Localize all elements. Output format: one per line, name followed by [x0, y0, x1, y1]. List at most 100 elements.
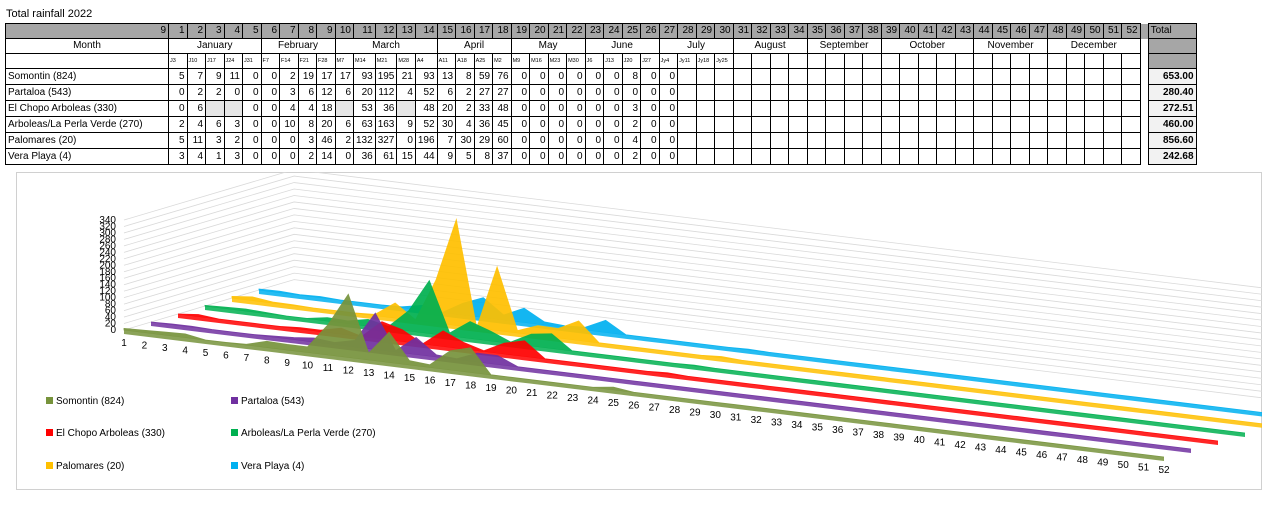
rainfall-value-cell: 0	[242, 84, 262, 101]
date-label-cell	[899, 53, 919, 69]
rainfall-value-cell	[991, 68, 1012, 85]
rainfall-value-cell	[991, 116, 1012, 133]
week-number-cell: 37	[843, 23, 864, 39]
week-number-cell: 22	[566, 23, 586, 39]
x-tick-label: 9	[284, 358, 290, 369]
rainfall-value-cell: 52	[414, 84, 438, 101]
x-tick-label: 7	[244, 353, 250, 364]
rainfall-value-cell	[1010, 84, 1030, 101]
rainfall-value-cell	[954, 132, 975, 149]
rainfall-value-cell	[695, 100, 716, 117]
rainfall-value-cell: 17	[334, 68, 354, 85]
legend-item: Partaloa (543)	[231, 396, 304, 407]
rainfall-value-cell	[954, 116, 975, 133]
rainfall-value-cell: 0	[640, 84, 660, 101]
rainfall-value-cell	[862, 68, 882, 85]
rainfall-value-cell	[880, 148, 901, 165]
rainfall-value-cell	[1028, 100, 1049, 117]
legend-swatch	[231, 429, 238, 436]
gridline	[123, 195, 1262, 315]
date-label-cell	[991, 53, 1012, 69]
rainfall-value-cell	[751, 132, 771, 149]
rainfall-value-cell: 0	[242, 132, 262, 149]
rainfall-value-cell	[1084, 116, 1104, 133]
rainfall-value-cell	[880, 116, 901, 133]
rainfall-value-cell	[695, 132, 716, 149]
date-label-cell: J10	[186, 53, 206, 69]
date-label-cell	[880, 53, 901, 69]
rainfall-value-cell	[714, 116, 734, 133]
rainfall-value-cell: 8	[297, 116, 317, 133]
series-area	[123, 293, 1165, 461]
station-name: Palomares (20)	[5, 132, 169, 149]
week-number-cell: 30	[714, 23, 734, 39]
date-label-cell	[1047, 53, 1067, 69]
rainfall-value-cell	[695, 68, 716, 85]
table-row: El Chopo Arboleas (330) 0 6 0 0 4 4 18 53 36 48 20 2…	[5, 100, 1197, 117]
rainfall-value-cell	[936, 84, 956, 101]
date-label-cell	[1065, 53, 1086, 69]
date-label-cell: Jy25	[714, 53, 734, 69]
series-area	[150, 312, 1192, 453]
rainfall-value-cell: 0	[260, 148, 280, 165]
week-number-cell: 17	[473, 23, 494, 39]
x-tick-label: 24	[587, 395, 599, 406]
x-tick-label: 43	[975, 443, 987, 454]
station-total: 460.00	[1147, 116, 1197, 133]
gridline	[123, 201, 1262, 321]
rainfall-value-cell: 0	[603, 132, 623, 149]
spacer-cell	[1140, 84, 1149, 101]
x-tick-label: 51	[1138, 463, 1150, 474]
rainfall-value-cell	[806, 84, 827, 101]
week-number-cell: 12	[374, 23, 398, 39]
week-number-cell: 10	[334, 23, 354, 39]
rainfall-value-cell	[936, 148, 956, 165]
series-area-fill	[204, 279, 1246, 434]
date-label-cell: J20	[621, 53, 642, 69]
rainfall-value-cell	[769, 132, 790, 149]
week-number-cell: 1	[168, 23, 188, 39]
rainfall-value-cell: 0	[658, 100, 679, 117]
spacer-cell	[1140, 68, 1149, 85]
week-number-cell: 15	[436, 23, 457, 39]
station-total: 242.68	[1147, 148, 1197, 165]
week-number-cell: 50	[1084, 23, 1104, 39]
rainfall-value-cell	[677, 68, 697, 85]
week-number-cell: 32	[751, 23, 771, 39]
total-header: Total	[1147, 23, 1197, 39]
x-tick-label: 15	[404, 373, 416, 384]
rainfall-value-cell	[769, 68, 790, 85]
rainfall-value-cell: 0	[566, 68, 586, 85]
rainfall-value-cell: 0	[640, 116, 660, 133]
rainfall-value-cell	[1084, 148, 1104, 165]
rainfall-value-cell: 0	[640, 148, 660, 165]
rainfall-value-cell	[806, 116, 827, 133]
rainfall-value-cell	[223, 100, 243, 117]
rainfall-value-cell	[991, 132, 1012, 149]
rainfall-value-cell	[695, 84, 716, 101]
rainfall-value-cell	[936, 132, 956, 149]
rainfall-value-cell: 0	[621, 84, 642, 101]
date-label-cell	[843, 53, 864, 69]
rainfall-value-cell: 0	[510, 84, 531, 101]
rainfall-value-cell: 93	[353, 68, 376, 85]
rainfall-value-cell: 4	[396, 84, 416, 101]
rainfall-value-cell: 0	[529, 132, 549, 149]
rainfall-value-cell: 60	[492, 132, 512, 149]
rainfall-value-cell	[695, 148, 716, 165]
rainfall-value-cell	[806, 100, 827, 117]
rainfall-value-cell	[973, 68, 993, 85]
month-cell: September	[806, 38, 882, 54]
rainfall-value-cell	[917, 100, 938, 117]
rainfall-value-cell: 0	[260, 132, 280, 149]
rainfall-value-cell	[751, 68, 771, 85]
series-edge	[178, 314, 1218, 445]
rainfall-value-cell: 0	[529, 100, 549, 117]
rainfall-value-cell: 52	[414, 116, 438, 133]
rainfall-value-cell	[1102, 84, 1123, 101]
rainfall-value-cell	[862, 148, 882, 165]
rainfall-value-cell	[1065, 68, 1086, 85]
x-tick-label: 20	[506, 385, 518, 396]
series-area	[204, 279, 1246, 437]
week-number-cell: 35	[806, 23, 827, 39]
